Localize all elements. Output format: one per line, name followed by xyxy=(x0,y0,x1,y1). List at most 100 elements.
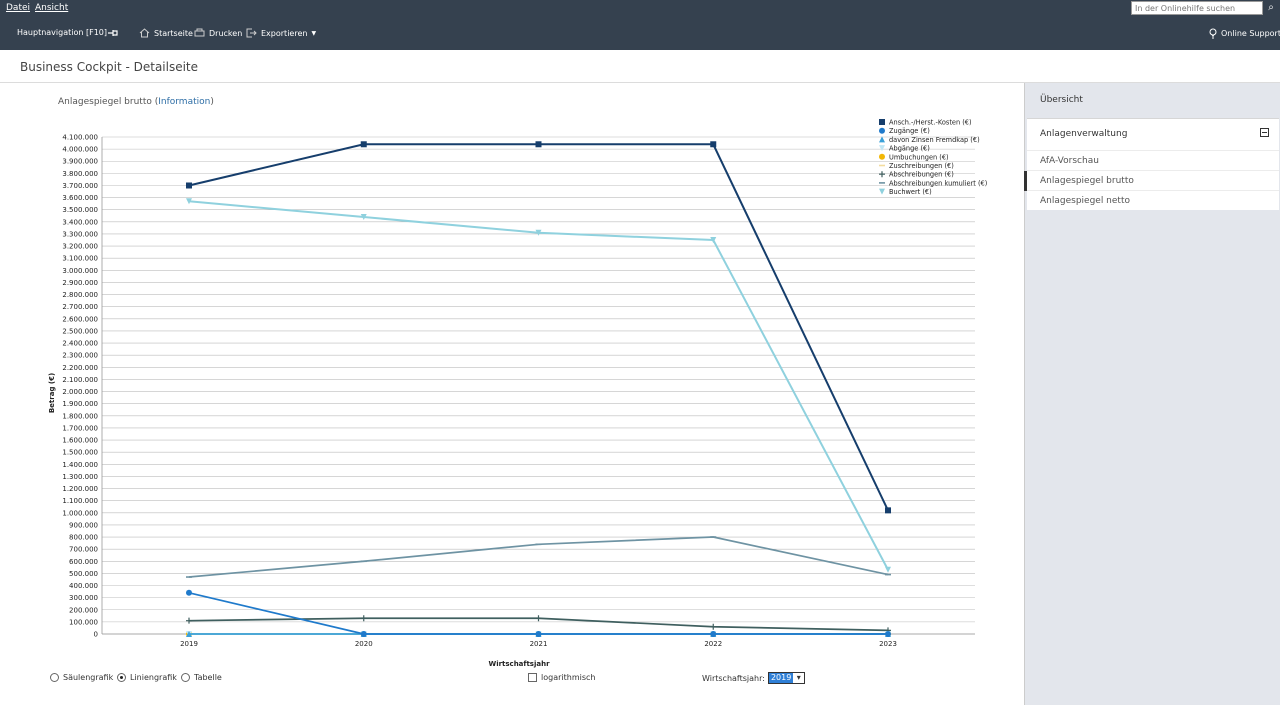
legend-label: Buchwert (€) xyxy=(889,188,932,196)
data-point xyxy=(710,141,717,148)
y-tick-label: 800.000 xyxy=(69,534,98,542)
export-icon xyxy=(246,28,257,38)
legend-label: Abschreibungen kumuliert (€) xyxy=(889,179,987,187)
y-tick-label: 1.500.000 xyxy=(62,449,98,457)
y-tick-label: 100.000 xyxy=(69,618,98,626)
chart-heading-text: Anlagespiegel brutto ( xyxy=(58,97,159,107)
y-tick-label: 900.000 xyxy=(69,521,98,529)
log-scale-checkbox[interactable]: logarithmisch xyxy=(528,673,595,682)
export-button[interactable]: Exportieren ▼ xyxy=(246,28,316,38)
y-tick-label: 2.700.000 xyxy=(62,303,98,311)
data-point xyxy=(710,623,717,630)
legend-label: Abschreibungen (€) xyxy=(889,171,954,179)
legend-label: Abgänge (€) xyxy=(889,145,930,153)
y-tick-label: 4.000.000 xyxy=(62,146,98,154)
series-line xyxy=(188,536,889,578)
y-tick-label: 1.200.000 xyxy=(62,485,98,493)
data-point xyxy=(360,141,367,148)
x-tick-label: 2019 xyxy=(180,640,198,648)
online-support-label: Online Support xyxy=(1221,29,1280,38)
data-point xyxy=(186,182,192,189)
y-tick-label: 3.000.000 xyxy=(62,267,98,275)
legend-label: Ansch.-/Herst.-Kosten (€) xyxy=(889,119,972,127)
sidebar-group-assets[interactable]: Anlagenverwaltung xyxy=(1027,118,1279,150)
radio-line-chart[interactable]: Liniengrafik xyxy=(117,673,177,682)
home-icon xyxy=(139,28,150,38)
legend-marker xyxy=(879,153,885,160)
y-tick-label: 200.000 xyxy=(69,606,98,614)
radio-dot xyxy=(181,673,190,682)
radio-bar-chart[interactable]: Säulengrafik xyxy=(50,673,113,682)
print-label: Drucken xyxy=(209,28,243,38)
y-tick-label: 1.100.000 xyxy=(62,497,98,505)
sidebar-title: Übersicht xyxy=(1040,95,1083,105)
x-tick-label: 2021 xyxy=(530,640,548,648)
collapse-icon[interactable] xyxy=(1260,128,1269,137)
radio-dot xyxy=(50,673,59,682)
y-tick-label: 2.800.000 xyxy=(62,291,98,299)
chart-controls: Säulengrafik Liniengrafik Tabelle logari… xyxy=(50,672,1010,689)
fiscal-year-select[interactable]: 2019 ▾ xyxy=(767,672,806,684)
x-tick-label: 2020 xyxy=(355,640,373,648)
data-point xyxy=(885,566,891,573)
y-tick-label: 1.700.000 xyxy=(62,424,98,432)
chart-heading-close: ) xyxy=(210,97,214,107)
menu-view[interactable]: Ansicht xyxy=(35,3,69,13)
data-point xyxy=(360,615,367,622)
y-tick-label: 4.100.000 xyxy=(62,134,98,142)
data-point xyxy=(710,631,717,637)
sidebar: Übersicht Anlagenverwaltung AfA-Vorschau… xyxy=(1024,83,1280,705)
help-search-input[interactable] xyxy=(1131,1,1263,15)
y-tick-label: 1.800.000 xyxy=(62,412,98,420)
y-tick-label: 0 xyxy=(94,631,98,639)
data-point xyxy=(186,631,192,637)
line-chart: 0 100.000 200.000 300.000 400.000 500.000 600.… xyxy=(48,119,987,669)
print-button[interactable]: Drucken xyxy=(194,28,242,38)
series-line xyxy=(188,200,889,571)
sidebar-item-label: Anlagespiegel brutto xyxy=(1040,176,1134,186)
data-point xyxy=(535,229,542,236)
toolbar: Hauptnavigation [F10] Startseite Drucken… xyxy=(0,16,1280,50)
data-point xyxy=(885,507,891,514)
y-tick-label: 3.800.000 xyxy=(62,170,98,178)
lightbulb-icon xyxy=(1209,28,1217,39)
y-tick-label: 2.500.000 xyxy=(62,327,98,335)
series-line xyxy=(188,143,889,511)
sidebar-item-anlagespiegel-netto[interactable]: Anlagespiegel netto xyxy=(1027,190,1279,210)
export-label: Exportieren xyxy=(261,28,308,38)
y-tick-label: 400.000 xyxy=(69,582,98,590)
legend-marker xyxy=(879,145,885,152)
log-scale-label: logarithmisch xyxy=(541,673,596,682)
y-tick-label: 2.000.000 xyxy=(62,388,98,396)
data-point xyxy=(186,617,192,624)
y-tick-label: 300.000 xyxy=(69,594,98,602)
online-support-button[interactable]: Online Support xyxy=(1209,28,1280,39)
information-link[interactable]: Information xyxy=(158,97,211,107)
data-point xyxy=(535,615,542,622)
sidebar-item-label: AfA-Vorschau xyxy=(1040,156,1099,166)
pin-icon[interactable] xyxy=(107,28,119,38)
y-tick-label: 700.000 xyxy=(69,546,98,554)
y-axis-label: Betrag (€) xyxy=(48,373,56,413)
sidebar-group-label: Anlagenverwaltung xyxy=(1040,129,1128,139)
checkbox-box xyxy=(528,673,537,682)
y-tick-label: 1.400.000 xyxy=(62,461,98,469)
legend-marker xyxy=(879,136,885,143)
menu-file[interactable]: Datei xyxy=(6,3,31,13)
radio-table[interactable]: Tabelle xyxy=(181,673,222,682)
sidebar-item-anlagespiegel-brutto[interactable]: Anlagespiegel brutto xyxy=(1024,170,1279,191)
y-tick-label: 3.100.000 xyxy=(62,255,98,263)
y-tick-label: 3.600.000 xyxy=(62,194,98,202)
data-point xyxy=(535,631,542,637)
legend-label: Zuschreibungen (€) xyxy=(889,162,954,170)
main-navigation-button[interactable]: Hauptnavigation [F10] xyxy=(17,28,107,37)
sidebar-item-label: Anlagespiegel netto xyxy=(1040,196,1130,206)
y-tick-label: 1.900.000 xyxy=(62,400,98,408)
home-button[interactable]: Startseite xyxy=(139,28,193,38)
y-tick-label: 1.300.000 xyxy=(62,473,98,481)
legend-label: Zugänge (€) xyxy=(889,127,930,135)
sidebar-item-afa-vorschau[interactable]: AfA-Vorschau xyxy=(1027,150,1279,170)
y-tick-label: 2.900.000 xyxy=(62,279,98,287)
x-tick-label: 2023 xyxy=(879,640,897,648)
search-icon[interactable]: ⌕ xyxy=(1268,2,1274,13)
